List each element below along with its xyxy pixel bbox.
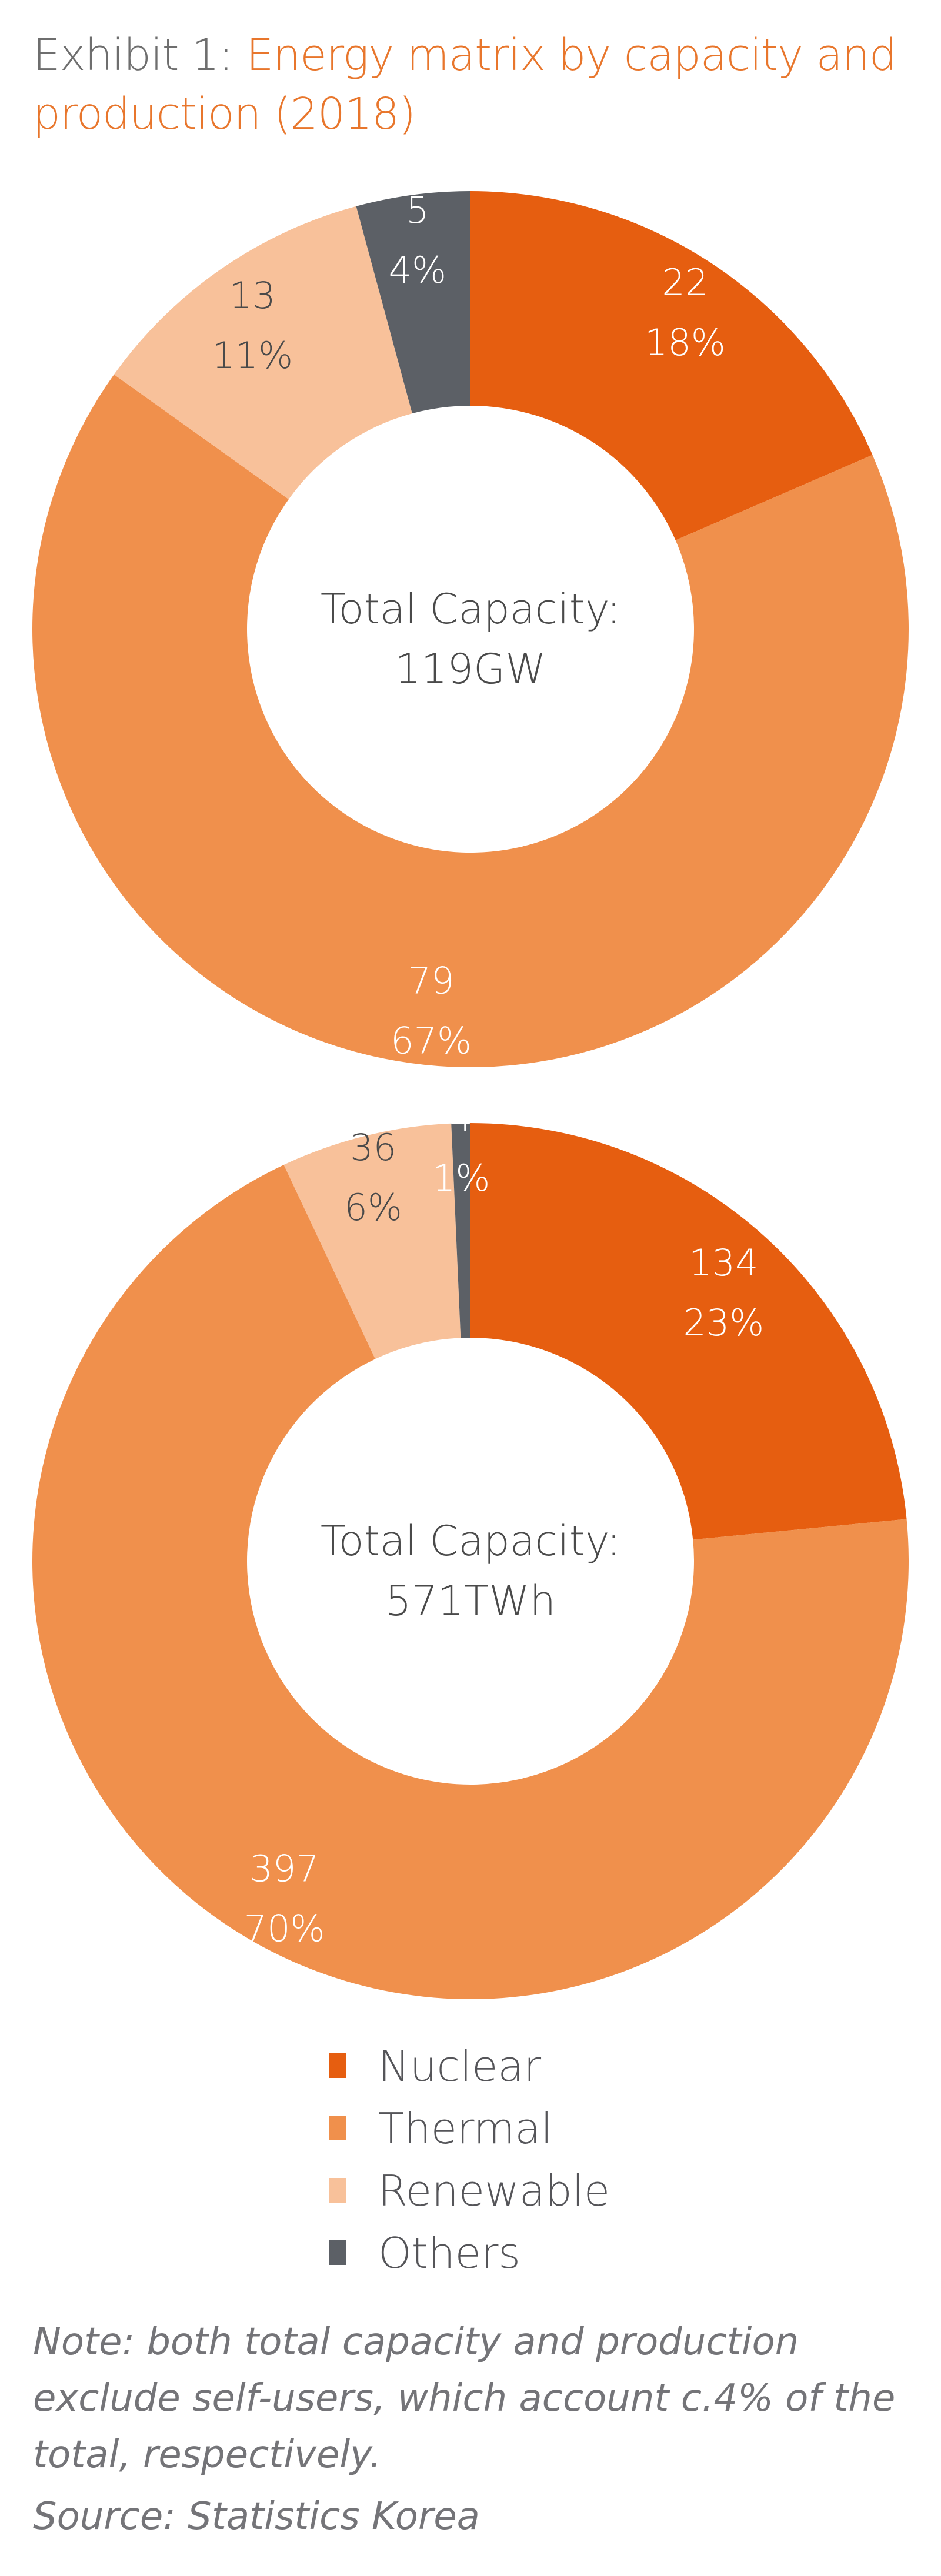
- donut1-center-label-total: 119GW: [395, 645, 546, 693]
- donut2-percent-label-thermal: 70%: [244, 1907, 325, 1950]
- chart-title: Exhibit 1: Energy matrix by capacity and…: [33, 26, 915, 143]
- donut1-value-label-thermal: 79: [408, 959, 455, 1002]
- legend-swatch-thermal: [329, 2116, 346, 2140]
- chart-title-text: Energy matrix by capacity and production…: [33, 30, 897, 139]
- donut1-percent-label-thermal: 67%: [391, 1019, 472, 1062]
- donut2-center-label-total: 571TWh: [385, 1577, 556, 1625]
- legend-swatch-nuclear: [329, 2053, 346, 2078]
- donut2-percent-label-nuclear: 23%: [683, 1301, 764, 1344]
- donut1-slice-others: [356, 191, 470, 414]
- donut1-percent-label-others: 4%: [389, 249, 446, 292]
- donut2-slice-thermal: [32, 1165, 909, 1999]
- footnote: Note: both total capacity and production…: [33, 2320, 896, 2477]
- legend-swatch-renewable: [329, 2178, 346, 2203]
- donut1-slice-thermal: [32, 374, 909, 1067]
- legend-label-renewable: Renewable: [378, 2166, 610, 2216]
- donut2-center-label-title: Total Capacity:: [321, 1517, 620, 1565]
- legend-swatch-others: [329, 2240, 346, 2265]
- donut2-value-label-others: 4: [449, 1097, 472, 1140]
- source-note: Source: Statistics Korea: [33, 2495, 480, 2538]
- donut2-value-label-nuclear: 134: [689, 1241, 758, 1284]
- legend-label-others: Others: [378, 2228, 520, 2278]
- exhibit-label: Exhibit 1:: [33, 30, 246, 81]
- donut1-slice-nuclear: [470, 191, 873, 540]
- donut2-percent-label-renewable: 6%: [344, 1186, 402, 1229]
- donut2-slice-nuclear: [470, 1123, 907, 1540]
- donut2-percent-label-others: 1%: [432, 1157, 490, 1200]
- donut1-percent-label-nuclear: 18%: [645, 321, 726, 364]
- donut2-value-label-thermal: 397: [249, 1847, 319, 1890]
- donut2-slice-renewable: [283, 1123, 461, 1359]
- donut1-percent-label-renewable: 11%: [212, 334, 293, 377]
- donut1-value-label-renewable: 13: [229, 274, 276, 317]
- legend-label-thermal: Thermal: [378, 2104, 553, 2153]
- capacity-donut-chart: 22 18% 79 67% 13 11% 5 4% Total Capacity: 119GW: [32, 189, 909, 1067]
- donut1-center-label-title: Total Capacity:: [321, 585, 620, 633]
- donut1-value-label-nuclear: 22: [662, 261, 708, 304]
- production-donut-chart: 134 23% 397 70% 36 6% 4 1% Total Capacity: 571TWh: [32, 1097, 909, 1999]
- donut2-value-label-renewable: 36: [350, 1126, 396, 1169]
- legend-label-nuclear: Nuclear: [378, 2042, 542, 2091]
- donut1-value-label-others: 5: [406, 189, 429, 232]
- donut1-slice-renewable: [114, 206, 412, 500]
- donut2-slice-others: [451, 1123, 470, 1338]
